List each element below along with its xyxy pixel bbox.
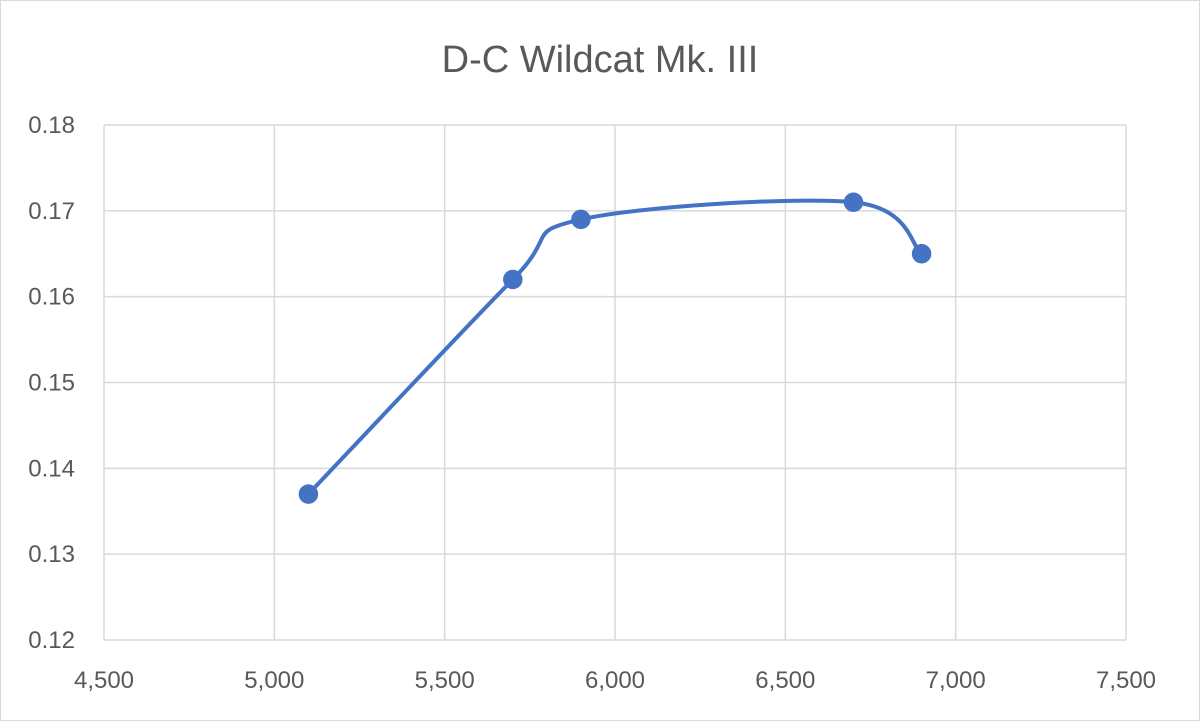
data-point (298, 484, 319, 504)
x-tick-label: 5,500 (415, 667, 475, 694)
data-point (571, 209, 591, 230)
x-tick-label: 6,000 (585, 667, 645, 694)
x-tick-label: 6,500 (755, 667, 815, 694)
chart-title: D-C Wildcat Mk. III (442, 39, 759, 81)
data-point (843, 192, 864, 212)
x-tick-label: 7,000 (926, 667, 986, 694)
y-tick-label: 0.12 (28, 627, 75, 654)
y-tick-label: 0.13 (28, 541, 75, 568)
y-tick-label: 0.16 (28, 284, 75, 311)
y-tick-label: 0.14 (28, 455, 75, 482)
x-tick-label: 5,000 (244, 667, 304, 694)
gridlines (103, 124, 1127, 641)
y-tick-label: 0.17 (28, 198, 75, 225)
x-axis-tick-labels: 4,500 5,000 5,500 6,000 6,500 7,000 7,500 (74, 667, 1156, 694)
y-tick-label: 0.15 (28, 370, 75, 397)
x-tick-label: 4,500 (74, 667, 134, 694)
y-tick-label: 0.18 (28, 112, 75, 139)
data-point (911, 244, 932, 264)
series-layer (298, 192, 932, 504)
x-tick-label: 7,500 (1096, 667, 1156, 694)
y-axis-tick-labels: 0.12 0.13 0.14 0.15 0.16 0.17 0.18 (28, 112, 75, 654)
data-point (503, 269, 523, 290)
